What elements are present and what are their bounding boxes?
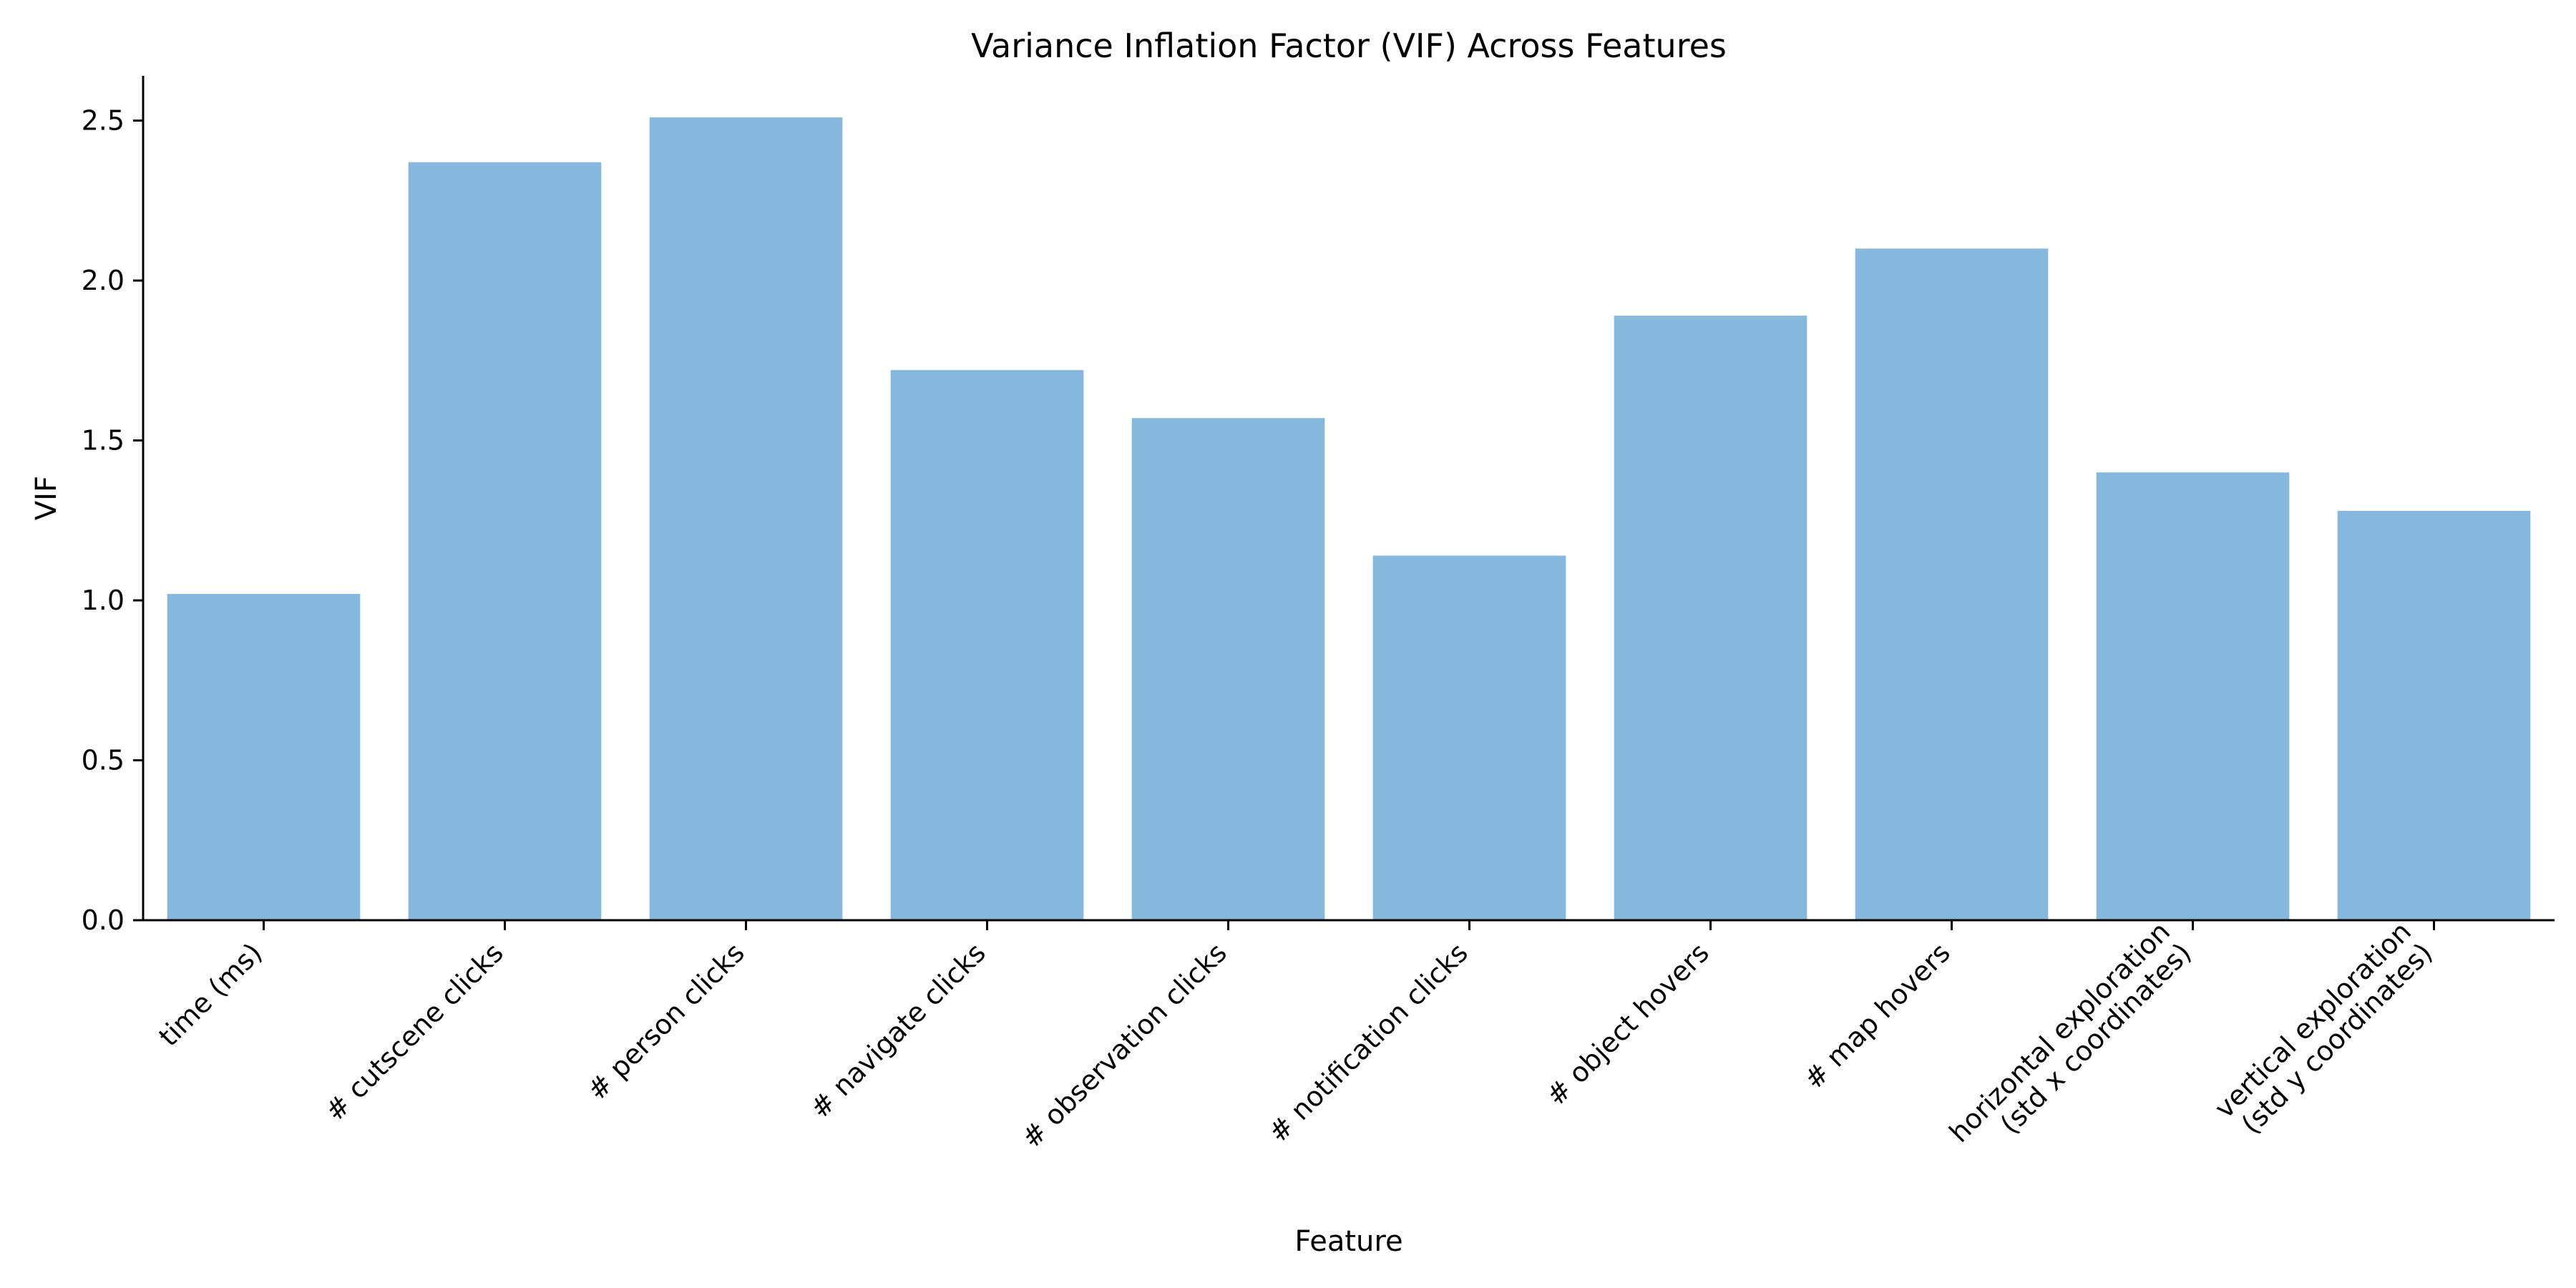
x-ticks: time (ms) # cutscene clicks # person click… [152,916,2439,1170]
bar-5 [1372,555,1566,920]
bar-0 [167,594,361,920]
y-tick-label: 0.5 [82,745,125,776]
x-tick-label: # person clicks [581,937,751,1106]
bar-8 [2096,472,2290,920]
y-tick-label: 2.0 [82,265,125,296]
x-tick-label: # notification clicks [1262,937,1474,1148]
x-tick-label: # object hovers [1540,937,1714,1111]
x-tick-label: vertical exploration(std y coordinates) [2208,916,2438,1146]
y-axis-label: VIF [30,476,63,520]
bar-4 [1131,418,1325,920]
chart-title: Variance Inflation Factor (VIF) Across F… [971,26,1727,65]
bar-9 [2337,510,2531,920]
bar-7 [1855,248,2049,920]
y-tick-label: 1.0 [82,585,125,616]
x-tick-label: horizontal exploration(std x coordinates… [1943,916,2197,1170]
bar-2 [649,117,843,920]
bar-3 [890,370,1084,920]
x-tick-label: # observation clicks [1015,937,1233,1154]
x-tick-label: # map hovers [1798,937,1956,1095]
x-tick-label: # cutscene clicks [319,937,509,1127]
y-tick-label: 1.5 [82,425,125,457]
x-tick-label: time (ms) [152,937,268,1053]
y-tick-label: 0.0 [82,904,125,936]
x-tick-label: # navigate clicks [804,937,992,1124]
bar-6 [1614,316,1807,920]
y-ticks: 0.0 0.5 1.0 1.5 2.0 2.5 [82,105,143,936]
x-axis-label: Feature [1294,1225,1402,1258]
y-tick-label: 2.5 [82,105,125,137]
bars [167,117,2531,920]
bar-1 [408,162,602,920]
